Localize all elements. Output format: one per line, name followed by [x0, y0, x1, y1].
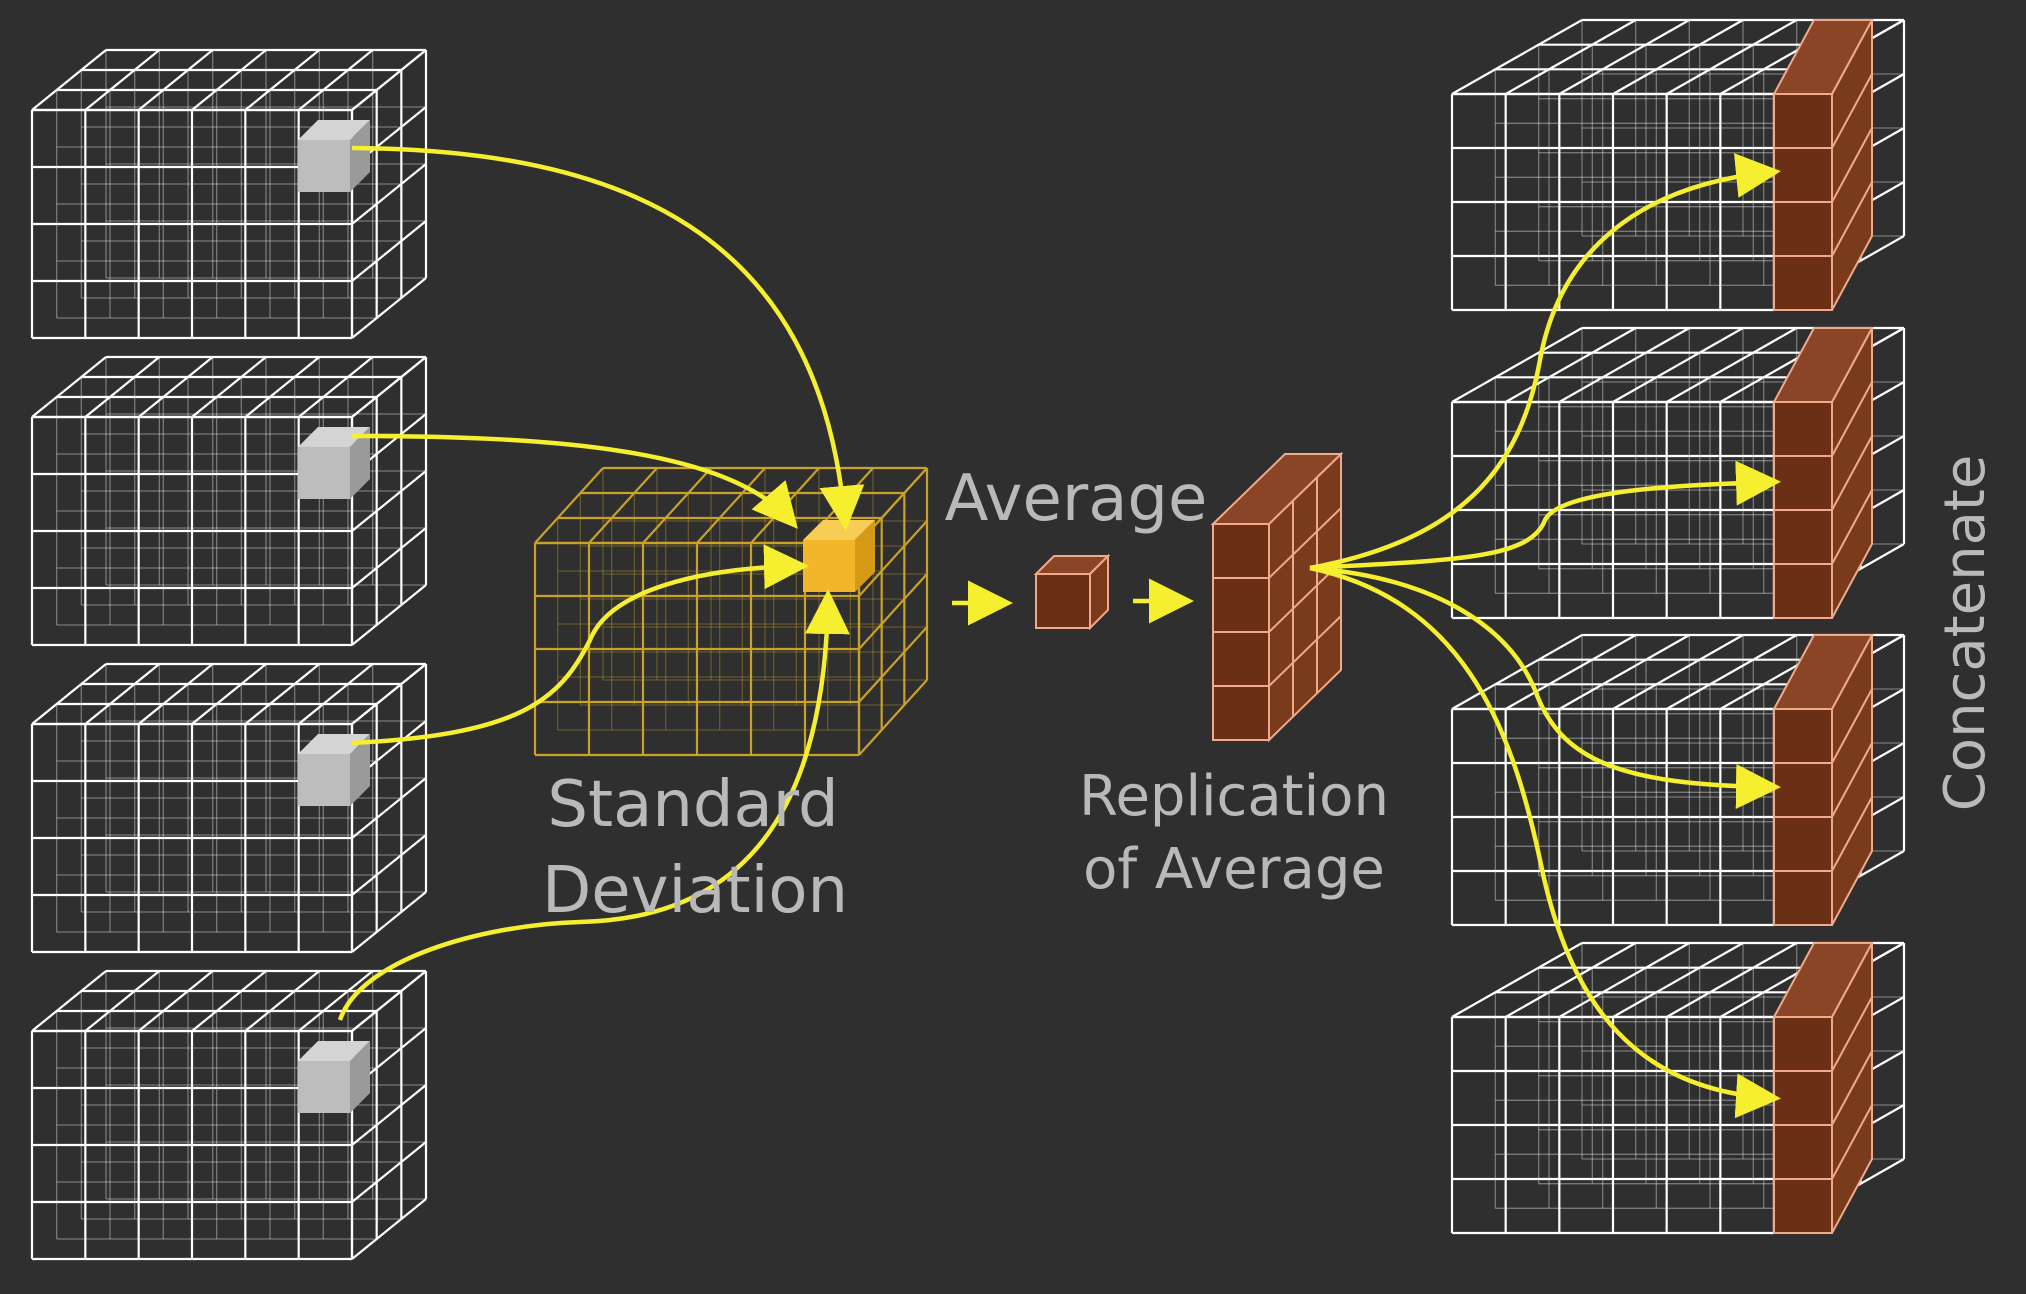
replicated-cell	[1212, 631, 1270, 687]
highlighted-cell	[298, 427, 370, 499]
arrow-input1-to-std	[351, 145, 865, 531]
standard-label-line1: Standard	[547, 768, 838, 842]
arrow-rep-to-output3	[1309, 565, 1781, 810]
average-cube	[1033, 553, 1111, 631]
replicated-average-slice	[1772, 327, 1874, 619]
input-tensor-2	[30, 355, 428, 647]
arrow-input3-to-std	[351, 544, 809, 746]
input-tensors-group	[30, 48, 428, 1261]
arrow-input2-to-std	[351, 433, 798, 529]
replicated-average-slice	[1772, 634, 1874, 926]
deviation-label-line2: Deviation	[542, 854, 848, 928]
output-tensors-group	[1450, 18, 1906, 1235]
standard-deviation-tensor	[533, 466, 929, 757]
input-tensor-3	[30, 662, 428, 954]
std-result-cell	[803, 520, 875, 592]
input-tensor-4	[30, 969, 428, 1261]
replication-label-line1: Replication	[1079, 764, 1389, 829]
concatenate-label: Concatenate	[1933, 455, 1998, 812]
replicated-cell	[1212, 523, 1270, 579]
std-grid	[533, 466, 929, 757]
arrow-rep-to-output1	[1309, 153, 1781, 571]
replicated-average-column	[1210, 451, 1344, 743]
arrow-rep-to-output4	[1309, 565, 1781, 1119]
replicated-average-slice	[1772, 942, 1874, 1234]
replicated-cell	[1212, 577, 1270, 633]
arrow-rep-to-output2	[1309, 460, 1781, 571]
arrows-group	[337, 145, 1781, 1119]
highlighted-cell	[298, 120, 370, 192]
highlighted-cell	[298, 734, 370, 806]
arrow-input4-to-std	[337, 589, 850, 1021]
replicated-cell	[1212, 685, 1270, 741]
average-cell-group	[1033, 553, 1111, 631]
replicated-average-slice	[1772, 19, 1874, 311]
replication-label-line2: of Average	[1083, 837, 1385, 902]
input-tensor-1	[30, 48, 428, 340]
average-label: Average	[945, 462, 1208, 536]
highlighted-cell	[298, 1041, 370, 1113]
